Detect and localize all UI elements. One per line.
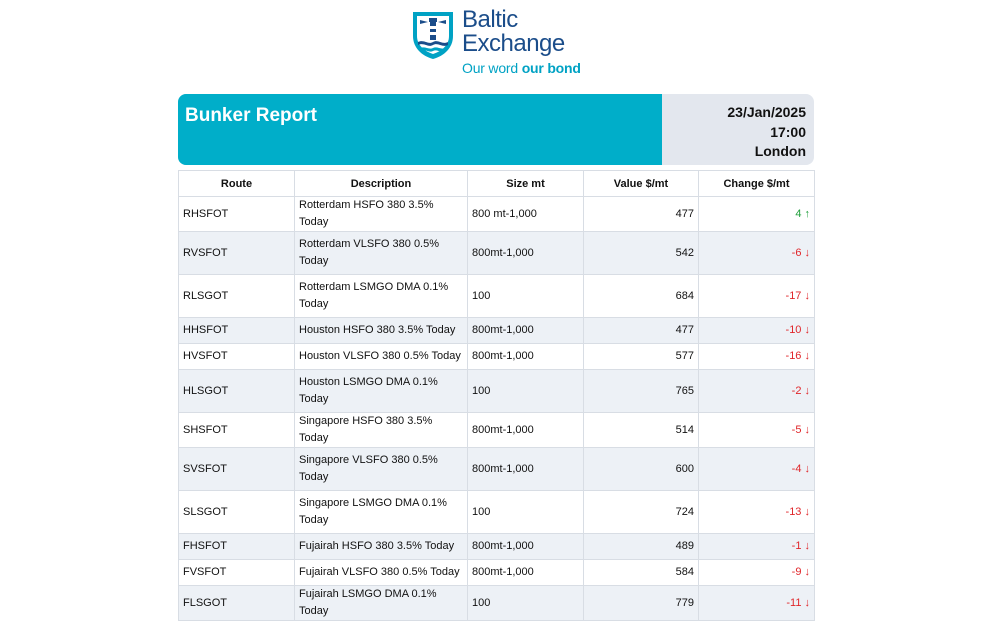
table-body: RHSFOT Rotterdam HSFO 380 3.5% Today 800 m… (178, 196, 815, 621)
size-cell: 800mt-1,000 (467, 559, 584, 586)
route-cell: SHSFOT (178, 412, 295, 448)
change-cell: -11 ↓ (698, 585, 815, 621)
column-header-value: Value $/mt (583, 170, 699, 197)
table-row: FVSFOT Fujairah VLSFO 380 0.5% Today 800mt… (178, 559, 815, 586)
description-cell: Fujairah HSFO 380 3.5% Today (294, 533, 468, 560)
value-cell: 542 (583, 231, 699, 275)
description-cell: Singapore LSMGO DMA 0.1% Today (294, 490, 468, 534)
page-title: Bunker Report (185, 105, 317, 126)
route-cell: HHSFOT (178, 317, 295, 344)
value-cell: 577 (583, 343, 699, 370)
table-row: HLSGOT Houston LSMGO DMA 0.1% Today 100 765… (178, 369, 815, 413)
column-header-route: Route (178, 170, 295, 197)
size-cell: 100 (467, 274, 584, 318)
report-location: London (754, 143, 806, 159)
value-cell: 477 (583, 317, 699, 344)
column-header-description: Description (294, 170, 468, 197)
size-cell: 100 (467, 490, 584, 534)
route-cell: SVSFOT (178, 447, 295, 491)
change-cell: -4 ↓ (698, 447, 815, 491)
report-date: 23/Jan/2025 (727, 104, 806, 120)
change-cell: -5 ↓ (698, 412, 815, 448)
description-cell: Rotterdam VLSFO 380 0.5% Today (294, 231, 468, 275)
size-cell: 800mt-1,000 (467, 231, 584, 275)
report-header: Bunker Report 23/Jan/2025 17:00 London (178, 94, 814, 165)
table-row: SHSFOT Singapore HSFO 380 3.5% Today 800mt… (178, 412, 815, 448)
logo-name-line1: Baltic (462, 6, 518, 33)
change-cell: -2 ↓ (698, 369, 815, 413)
change-cell: -17 ↓ (698, 274, 815, 318)
logo-tagline: Our word our bond (462, 60, 581, 76)
route-cell: FHSFOT (178, 533, 295, 560)
table-row: FLSGOT Fujairah LSMGO DMA 0.1% Today 100 77… (178, 585, 815, 621)
table-row: HHSFOT Houston HSFO 380 3.5% Today 800mt-1… (178, 317, 815, 344)
change-cell: -9 ↓ (698, 559, 815, 586)
description-cell: Houston HSFO 380 3.5% Today (294, 317, 468, 344)
value-cell: 684 (583, 274, 699, 318)
table-header-row: Route Description Size mt Value $/mt Cha… (178, 170, 815, 197)
column-header-change: Change $/mt (698, 170, 815, 197)
route-cell: RVSFOT (178, 231, 295, 275)
description-cell: Singapore VLSFO 380 0.5% Today (294, 447, 468, 491)
header-meta: 23/Jan/2025 17:00 London (727, 103, 806, 162)
change-cell: -1 ↓ (698, 533, 815, 560)
size-cell: 800mt-1,000 (467, 412, 584, 448)
value-cell: 600 (583, 447, 699, 491)
change-cell: -16 ↓ (698, 343, 815, 370)
value-cell: 765 (583, 369, 699, 413)
logo-name-line2: Exchange (462, 30, 565, 57)
bunker-report-table: Route Description Size mt Value $/mt Cha… (178, 170, 815, 621)
change-cell: 4 ↑ (698, 196, 815, 232)
table-row: RVSFOT Rotterdam VLSFO 380 0.5% Today 800m… (178, 231, 815, 275)
logo-wordmark: Baltic Exchange (462, 8, 565, 56)
table-row: RLSGOT Rotterdam LSMGO DMA 0.1% Today 100 6… (178, 274, 815, 318)
size-cell: 100 (467, 585, 584, 621)
size-cell: 800mt-1,000 (467, 317, 584, 344)
value-cell: 584 (583, 559, 699, 586)
description-cell: Houston VLSFO 380 0.5% Today (294, 343, 468, 370)
table-row: RHSFOT Rotterdam HSFO 380 3.5% Today 800 m… (178, 196, 815, 232)
baltic-exchange-logo: Baltic Exchange Our word our bond (410, 8, 600, 78)
value-cell: 779 (583, 585, 699, 621)
column-header-size: Size mt (467, 170, 584, 197)
route-cell: HLSGOT (178, 369, 295, 413)
size-cell: 800mt-1,000 (467, 447, 584, 491)
lighthouse-shield-icon (413, 12, 453, 59)
table-row: FHSFOT Fujairah HSFO 380 3.5% Today 800mt-… (178, 533, 815, 560)
value-cell: 477 (583, 196, 699, 232)
tagline-part1: Our word (462, 60, 518, 76)
table-row: HVSFOT Houston VLSFO 380 0.5% Today 800mt-… (178, 343, 815, 370)
description-cell: Rotterdam LSMGO DMA 0.1% Today (294, 274, 468, 318)
description-cell: Fujairah LSMGO DMA 0.1% Today (294, 585, 468, 621)
description-cell: Fujairah VLSFO 380 0.5% Today (294, 559, 468, 586)
value-cell: 724 (583, 490, 699, 534)
value-cell: 489 (583, 533, 699, 560)
size-cell: 800 mt-1,000 (467, 196, 584, 232)
route-cell: SLSGOT (178, 490, 295, 534)
route-cell: RHSFOT (178, 196, 295, 232)
route-cell: RLSGOT (178, 274, 295, 318)
value-cell: 514 (583, 412, 699, 448)
route-cell: HVSFOT (178, 343, 295, 370)
tagline-part2: our bond (521, 60, 581, 76)
description-cell: Houston LSMGO DMA 0.1% Today (294, 369, 468, 413)
route-cell: FVSFOT (178, 559, 295, 586)
size-cell: 100 (467, 369, 584, 413)
size-cell: 800mt-1,000 (467, 343, 584, 370)
size-cell: 800mt-1,000 (467, 533, 584, 560)
report-time: 17:00 (770, 123, 806, 140)
change-cell: -10 ↓ (698, 317, 815, 344)
change-cell: -13 ↓ (698, 490, 815, 534)
route-cell: FLSGOT (178, 585, 295, 621)
header-title-panel: Bunker Report (178, 94, 662, 165)
table-row: SVSFOT Singapore VLSFO 380 0.5% Today 800m… (178, 447, 815, 491)
description-cell: Rotterdam HSFO 380 3.5% Today (294, 196, 468, 232)
table-row: SLSGOT Singapore LSMGO DMA 0.1% Today 100 7… (178, 490, 815, 534)
change-cell: -6 ↓ (698, 231, 815, 275)
description-cell: Singapore HSFO 380 3.5% Today (294, 412, 468, 448)
